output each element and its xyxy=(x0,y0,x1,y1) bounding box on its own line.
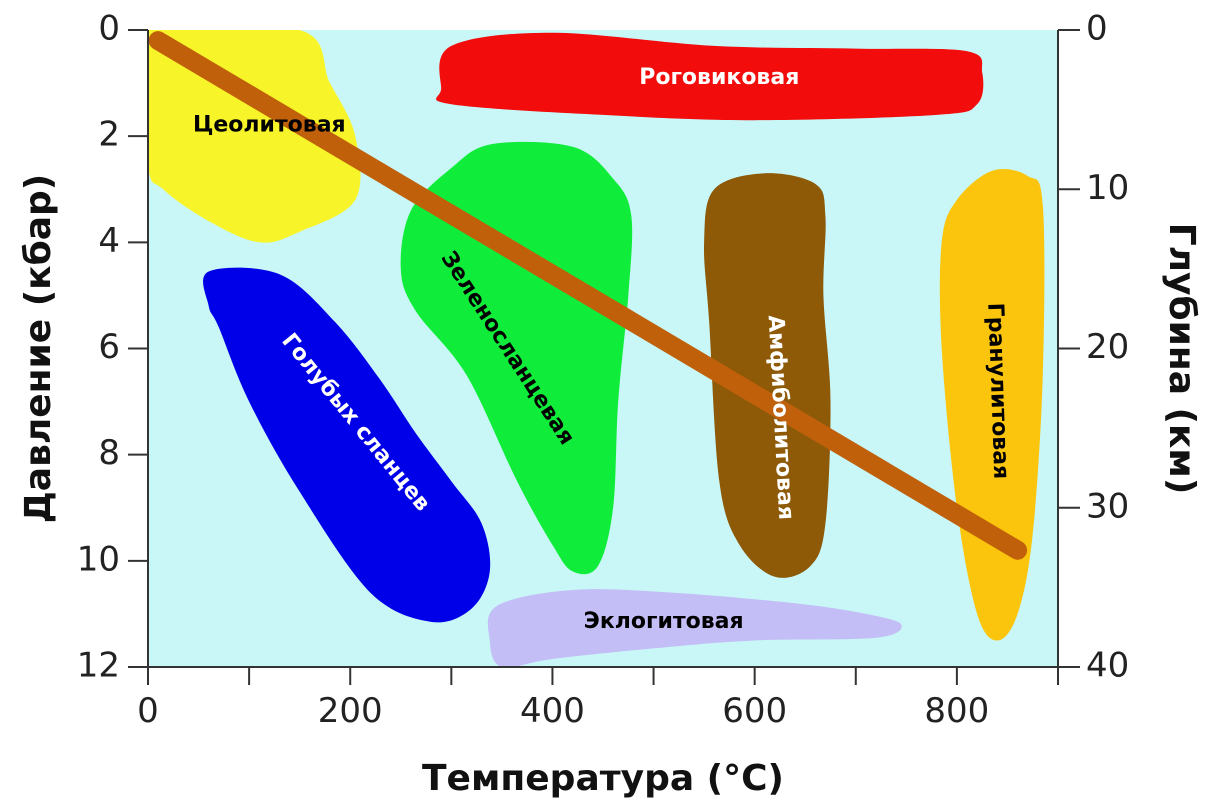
facies-field xyxy=(703,173,831,578)
y-tick-label: 6 xyxy=(98,327,120,367)
facies-label: Роговиковая xyxy=(639,65,799,90)
axes: 0 200 400 600 800 0 2 4 6 8 10 12 0 10 20 30 40 xyxy=(77,9,1130,732)
x-tick-label: 600 xyxy=(722,691,787,731)
x-tick-label: 400 xyxy=(520,691,585,731)
y-tick-label: 2 xyxy=(98,115,120,155)
y-tick-label: 4 xyxy=(98,221,120,261)
y2-tick-label: 30 xyxy=(1086,486,1129,526)
y2-tick-label: 40 xyxy=(1086,646,1129,686)
y2-tick-label: 0 xyxy=(1086,9,1108,49)
facies-label: Цеолитовая xyxy=(193,113,346,138)
geothermal-gradient xyxy=(148,31,1028,560)
y-tick-label: 10 xyxy=(77,539,120,579)
facies-field xyxy=(400,141,633,575)
y-axis-title: Давление (кбар) xyxy=(18,174,59,524)
facies-field xyxy=(487,589,902,667)
y-tick-label: 0 xyxy=(98,9,120,49)
x-tick-label: 800 xyxy=(924,691,989,731)
facies-field xyxy=(203,267,491,623)
facies-label: Гранулитовая xyxy=(982,302,1013,479)
y2-tick-label: 10 xyxy=(1086,168,1129,208)
x-axis-title: Температура (°C) xyxy=(422,758,784,799)
facies-field xyxy=(148,30,361,243)
x-tick-label: 0 xyxy=(137,691,159,731)
y-tick-label: 12 xyxy=(77,646,120,686)
y2-axis-title: Глубина (км) xyxy=(1161,223,1202,495)
gradient-line xyxy=(148,31,1028,560)
facies-label: Эклогитовая xyxy=(584,609,744,634)
facies-field xyxy=(436,32,984,121)
y2-tick-label: 20 xyxy=(1086,327,1129,367)
y-tick-label: 8 xyxy=(98,433,120,473)
x-tick-label: 200 xyxy=(318,691,383,731)
facies-fields xyxy=(148,30,1045,667)
